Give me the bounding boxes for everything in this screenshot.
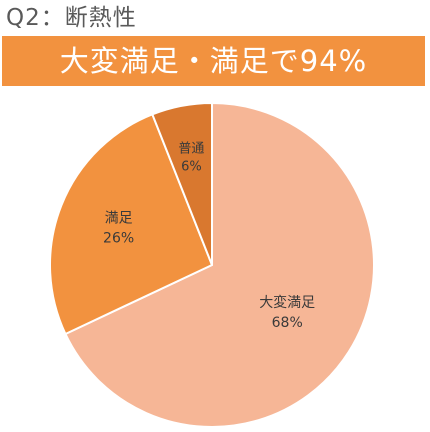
slice-value-very-satisfied: 68% xyxy=(272,315,303,331)
pie-slices xyxy=(49,102,375,428)
pie-slice-satisfied xyxy=(49,113,213,335)
pie-slice-very-satisfied xyxy=(64,102,375,428)
slice-label-normal: 普通 xyxy=(178,141,204,156)
slice-value-satisfied: 26% xyxy=(103,231,134,247)
slice-label-very-satisfied: 大変満足 xyxy=(259,294,315,311)
question-title: Q2：断熱性 xyxy=(6,5,137,31)
summary-banner-text: 大変満足・満足で94% xyxy=(59,44,368,78)
pie-slice-normal xyxy=(151,102,213,266)
pie-labels: 大変満足 68% 満足 26% 普通 6% xyxy=(103,141,315,331)
slice-value-normal: 6% xyxy=(181,159,202,174)
summary-banner: 大変満足・満足で94% xyxy=(2,36,425,86)
slice-label-satisfied: 満足 xyxy=(105,211,133,227)
